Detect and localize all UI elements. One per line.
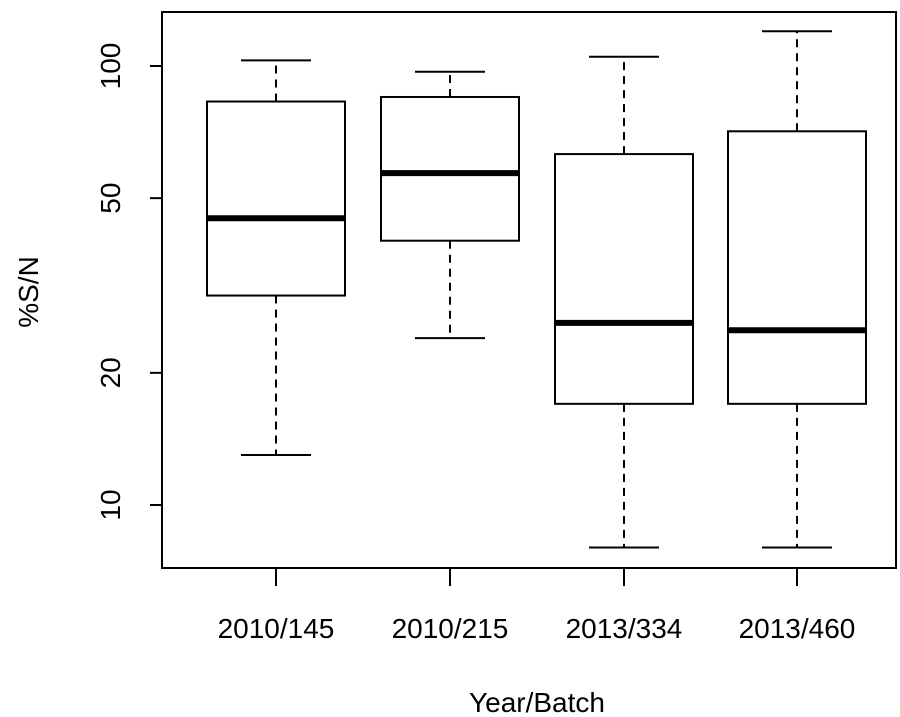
- y-axis-label: %S/N: [13, 256, 44, 328]
- iqr-box: [554, 153, 694, 405]
- y-tick-label: 100: [95, 43, 126, 90]
- boxes: [206, 30, 867, 549]
- box-group: [380, 70, 520, 340]
- iqr-box: [380, 95, 520, 242]
- x-tick-label: 2010/215: [392, 613, 509, 644]
- x-tick-label: 2013/460: [739, 613, 856, 644]
- x-axis-label: Year/Batch: [469, 687, 605, 717]
- plot-frame: [161, 11, 897, 569]
- x-axis: 2010/145 2010/215 2013/334 2013/460: [218, 568, 856, 644]
- iqr-box: [206, 100, 346, 297]
- y-tick-label: 20: [95, 357, 126, 388]
- box-group: [727, 30, 867, 549]
- x-tick-label: 2013/334: [566, 613, 683, 644]
- y-tick-label: 10: [95, 489, 126, 520]
- y-tick-label: 50: [95, 183, 126, 214]
- iqr-box: [727, 130, 867, 405]
- y-axis: 10 20 50 100: [95, 43, 162, 521]
- x-tick-label: 2010/145: [218, 613, 335, 644]
- box-group: [554, 55, 694, 549]
- box-group: [206, 59, 346, 456]
